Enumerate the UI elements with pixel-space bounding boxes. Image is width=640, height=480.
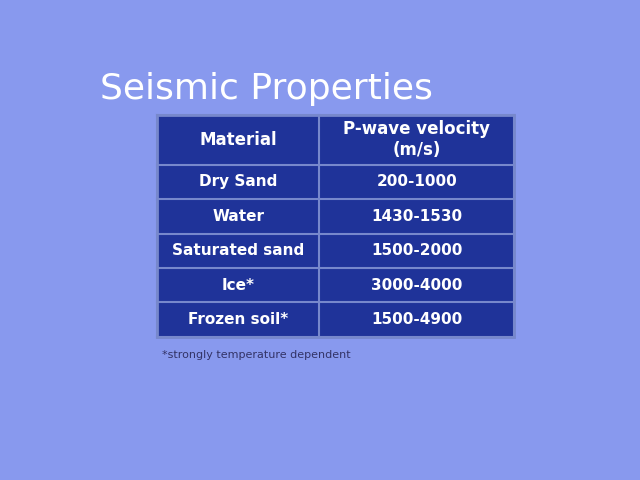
Text: Frozen soil*: Frozen soil*	[188, 312, 288, 327]
FancyBboxPatch shape	[157, 115, 514, 336]
Text: Saturated sand: Saturated sand	[172, 243, 304, 258]
Text: 200-1000: 200-1000	[376, 174, 457, 190]
Text: 1430-1530: 1430-1530	[371, 209, 462, 224]
Text: Seismic Properties: Seismic Properties	[100, 72, 433, 107]
Text: Ice*: Ice*	[221, 277, 255, 293]
Text: 1500-4900: 1500-4900	[371, 312, 462, 327]
Text: Material: Material	[199, 131, 277, 149]
Text: P-wave velocity
(m/s): P-wave velocity (m/s)	[343, 120, 490, 159]
Text: 1500-2000: 1500-2000	[371, 243, 462, 258]
Text: 3000-4000: 3000-4000	[371, 277, 462, 293]
Text: Dry Sand: Dry Sand	[199, 174, 277, 190]
Text: *strongly temperature dependent: *strongly temperature dependent	[162, 349, 351, 360]
Text: Water: Water	[212, 209, 264, 224]
